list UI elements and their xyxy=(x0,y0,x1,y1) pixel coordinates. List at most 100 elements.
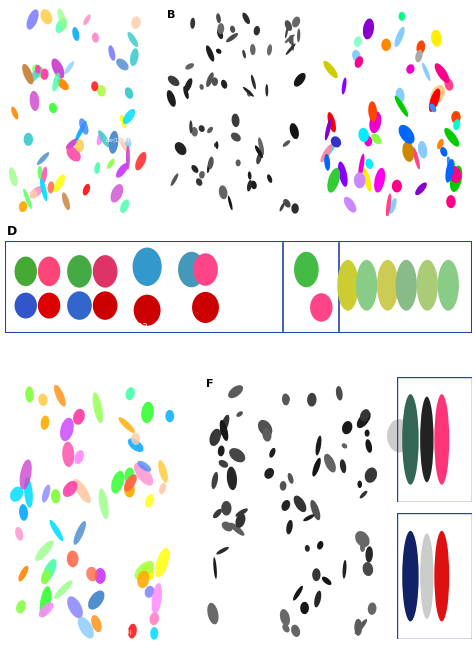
Text: D: D xyxy=(7,225,18,238)
Ellipse shape xyxy=(62,441,74,467)
Ellipse shape xyxy=(93,255,118,288)
Ellipse shape xyxy=(213,509,222,518)
Text: -13: -13 xyxy=(41,312,51,317)
Ellipse shape xyxy=(66,146,81,161)
Ellipse shape xyxy=(41,570,51,585)
Ellipse shape xyxy=(120,199,129,213)
Ellipse shape xyxy=(19,504,28,521)
Ellipse shape xyxy=(91,81,99,91)
Ellipse shape xyxy=(283,199,291,208)
Ellipse shape xyxy=(35,65,41,74)
Text: 13: 13 xyxy=(137,323,148,331)
Ellipse shape xyxy=(130,48,138,66)
Ellipse shape xyxy=(418,141,427,158)
Ellipse shape xyxy=(355,531,370,547)
Text: C: C xyxy=(322,10,330,20)
Ellipse shape xyxy=(107,159,115,169)
Ellipse shape xyxy=(317,541,323,549)
Ellipse shape xyxy=(110,184,123,202)
Text: der(13;14): der(13;14) xyxy=(96,118,132,143)
Ellipse shape xyxy=(145,494,154,508)
Ellipse shape xyxy=(286,44,296,55)
Ellipse shape xyxy=(51,489,60,503)
Ellipse shape xyxy=(420,396,434,482)
Ellipse shape xyxy=(221,501,231,516)
Text: -14: -14 xyxy=(217,249,228,255)
Text: der(13;14): der(13;14) xyxy=(87,102,123,126)
Ellipse shape xyxy=(324,454,336,473)
Ellipse shape xyxy=(118,417,135,433)
Ellipse shape xyxy=(267,44,272,55)
Ellipse shape xyxy=(365,439,372,453)
Ellipse shape xyxy=(293,495,306,512)
Ellipse shape xyxy=(185,63,194,70)
Ellipse shape xyxy=(228,196,233,210)
Ellipse shape xyxy=(91,615,101,632)
Ellipse shape xyxy=(9,167,18,186)
Ellipse shape xyxy=(396,88,405,103)
Ellipse shape xyxy=(144,564,154,580)
Ellipse shape xyxy=(360,491,367,499)
Ellipse shape xyxy=(360,409,370,421)
Ellipse shape xyxy=(242,49,246,59)
Ellipse shape xyxy=(11,107,18,119)
Text: -13: -13 xyxy=(217,312,228,317)
Ellipse shape xyxy=(88,590,104,609)
Ellipse shape xyxy=(175,142,186,155)
Ellipse shape xyxy=(336,386,343,400)
Ellipse shape xyxy=(42,484,50,503)
Ellipse shape xyxy=(42,559,56,583)
Text: -14: -14 xyxy=(454,402,464,407)
Ellipse shape xyxy=(67,596,83,618)
Ellipse shape xyxy=(67,551,79,567)
Ellipse shape xyxy=(289,35,293,44)
Ellipse shape xyxy=(128,438,144,452)
Ellipse shape xyxy=(145,586,155,598)
Ellipse shape xyxy=(41,167,47,184)
Ellipse shape xyxy=(358,154,365,179)
Ellipse shape xyxy=(92,33,99,43)
Ellipse shape xyxy=(155,547,169,577)
Ellipse shape xyxy=(447,156,453,174)
Ellipse shape xyxy=(386,193,391,217)
Text: A: A xyxy=(11,10,19,20)
Ellipse shape xyxy=(75,139,84,152)
Ellipse shape xyxy=(47,182,55,193)
Ellipse shape xyxy=(303,514,314,521)
Ellipse shape xyxy=(394,27,405,47)
Ellipse shape xyxy=(66,138,79,149)
Ellipse shape xyxy=(363,562,373,576)
Ellipse shape xyxy=(72,27,79,41)
Ellipse shape xyxy=(230,25,235,33)
Ellipse shape xyxy=(18,566,28,581)
Ellipse shape xyxy=(363,18,374,40)
Ellipse shape xyxy=(355,56,363,68)
Ellipse shape xyxy=(54,174,65,192)
Ellipse shape xyxy=(208,157,214,169)
Ellipse shape xyxy=(297,29,301,42)
Ellipse shape xyxy=(377,260,398,311)
Ellipse shape xyxy=(220,415,229,435)
Ellipse shape xyxy=(37,166,43,180)
Ellipse shape xyxy=(446,159,454,183)
Ellipse shape xyxy=(227,467,237,490)
Ellipse shape xyxy=(331,136,341,148)
Ellipse shape xyxy=(41,415,49,430)
Ellipse shape xyxy=(340,459,346,473)
Ellipse shape xyxy=(221,79,227,89)
Ellipse shape xyxy=(446,195,456,208)
Ellipse shape xyxy=(131,16,141,29)
Ellipse shape xyxy=(283,624,290,633)
Ellipse shape xyxy=(399,125,415,144)
Ellipse shape xyxy=(207,127,213,133)
Ellipse shape xyxy=(402,141,414,162)
Ellipse shape xyxy=(32,64,45,78)
Ellipse shape xyxy=(124,467,135,484)
Ellipse shape xyxy=(357,411,371,428)
Ellipse shape xyxy=(365,430,370,437)
Ellipse shape xyxy=(417,40,425,54)
Ellipse shape xyxy=(352,50,361,62)
Ellipse shape xyxy=(210,429,221,446)
Ellipse shape xyxy=(320,144,333,162)
Ellipse shape xyxy=(444,128,459,146)
